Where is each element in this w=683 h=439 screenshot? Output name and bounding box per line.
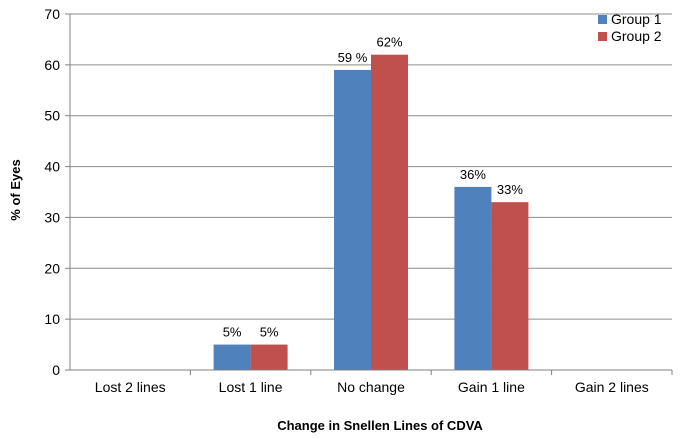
y-tick-label: 70 [44, 6, 60, 22]
bar-group-2 [371, 54, 408, 370]
data-label: 62% [376, 35, 402, 50]
legend-swatch [598, 32, 607, 41]
y-tick-label: 50 [44, 108, 60, 124]
data-label: 36% [460, 167, 486, 182]
bar-group-1 [334, 69, 371, 370]
bar-group-1 [454, 186, 492, 370]
x-category-label: Lost 2 lines [95, 379, 166, 395]
y-tick-label: 40 [44, 159, 60, 175]
data-label: 5% [260, 325, 279, 340]
x-category-label: Lost 1 line [219, 379, 283, 395]
y-tick-label: 10 [44, 311, 60, 327]
legend-label: Group 2 [611, 28, 662, 44]
legend-label: Group 1 [611, 11, 662, 27]
data-labels: 5% 5% 59 % 62% 36% 33% [223, 35, 524, 340]
y-axis-title: % of Eyes [8, 159, 23, 220]
data-label: 59 % [338, 50, 368, 65]
bar-group-2 [250, 344, 288, 370]
x-category-label: No change [337, 379, 405, 395]
y-tick-label: 20 [44, 260, 60, 276]
x-axis-title: Change in Snellen Lines of CDVA [277, 418, 483, 433]
data-label: 5% [223, 325, 242, 340]
bars [213, 54, 529, 370]
x-axis-categories: Lost 2 lines Lost 1 line No change Gain 1 l… [95, 370, 673, 395]
x-category-label: Gain 2 lines [575, 379, 649, 395]
y-tick-label: 60 [44, 57, 60, 73]
legend-swatch [598, 15, 607, 24]
y-tick-label: 30 [44, 209, 60, 225]
bar-group-2 [491, 202, 529, 370]
bar-group-1 [213, 344, 251, 370]
x-category-label: Gain 1 line [458, 379, 525, 395]
y-axis-ticks: 0 10 20 30 40 50 60 70 [44, 6, 70, 378]
data-label: 33% [497, 182, 523, 197]
y-tick-label: 0 [52, 362, 60, 378]
